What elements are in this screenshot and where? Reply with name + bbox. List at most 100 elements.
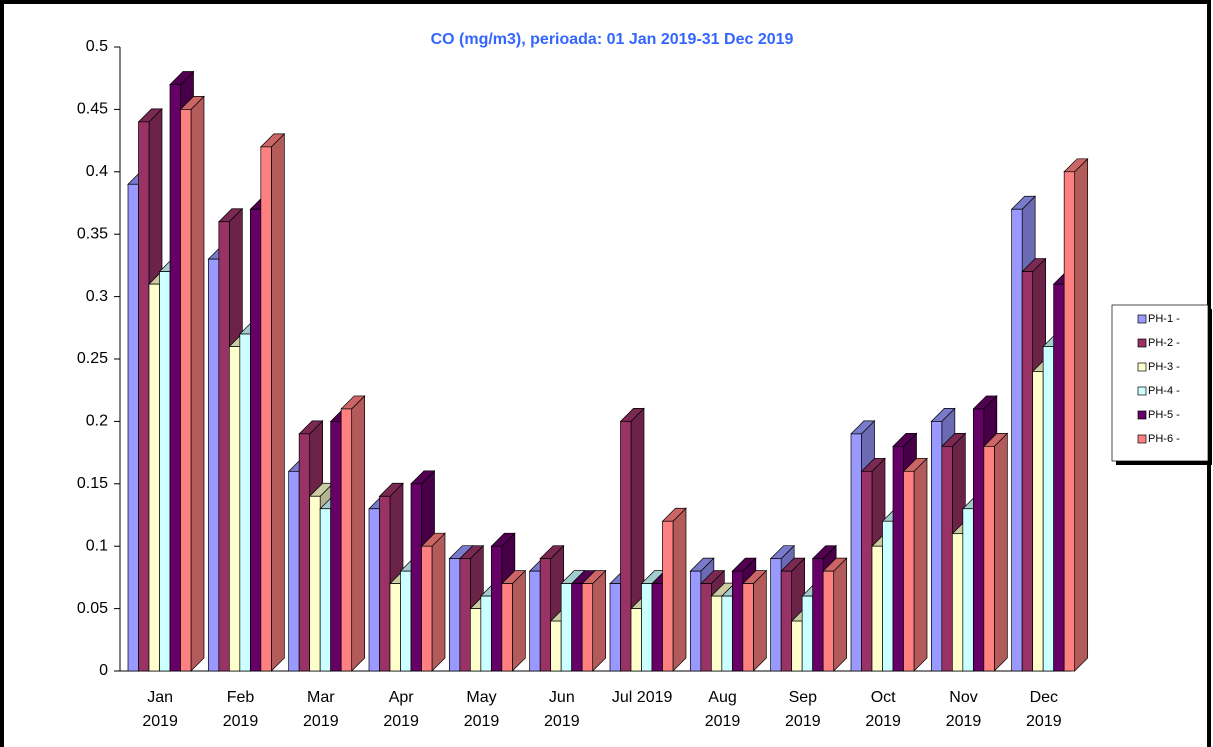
legend-label: PH-5 - [1148, 409, 1180, 421]
bar-side [270, 132, 285, 672]
bar-front [630, 608, 642, 672]
bar-side [511, 569, 526, 672]
x-tick-label: Jan 2019 [142, 689, 178, 730]
bar-front [169, 84, 181, 672]
bar-front [662, 520, 674, 672]
legend-label: PH-3 - [1148, 361, 1180, 373]
bar-side [993, 432, 1008, 672]
x-tick-label: Dec 2019 [1026, 689, 1062, 730]
bar-front [710, 595, 723, 672]
legend-label: PH-2 - [1148, 337, 1180, 349]
bar-front [780, 570, 793, 672]
bar-front [951, 533, 964, 672]
bar-front [368, 508, 380, 672]
y-tick-label: 0.3 [86, 288, 108, 305]
bar-front [490, 545, 503, 672]
bar-front [571, 583, 583, 672]
bar [741, 569, 768, 672]
bar-front [379, 495, 391, 672]
bar [661, 507, 687, 672]
bar-front [330, 421, 342, 672]
bar-front [882, 520, 894, 672]
bar-front [469, 608, 482, 672]
bar-front [871, 545, 883, 672]
bar-side [592, 569, 607, 672]
x-tick-label: Jun 2019 [544, 689, 580, 730]
bar-front [861, 470, 873, 672]
bar-front [581, 583, 594, 672]
bar-front [731, 570, 744, 672]
y-tick-label: 0.2 [86, 413, 108, 430]
bar-front [700, 583, 712, 672]
bar-front [812, 558, 824, 672]
legend-swatch [1137, 362, 1147, 372]
legend-swatch [1137, 314, 1147, 324]
bar-front [138, 121, 150, 672]
bar [179, 95, 205, 672]
bar [1063, 157, 1089, 672]
bar-front [1063, 171, 1076, 672]
bar-front [459, 558, 471, 672]
bar-front [550, 620, 562, 672]
legend-swatch [1137, 434, 1147, 444]
bar-front [288, 470, 300, 672]
bar [500, 569, 527, 672]
y-tick-label: 0.25 [77, 350, 108, 367]
bar-side [1074, 157, 1089, 672]
bar-front [892, 446, 904, 672]
bar-front [207, 258, 220, 672]
bar-front [822, 570, 835, 672]
y-tick-label: 0.1 [86, 537, 108, 554]
bar-side [672, 507, 687, 672]
bar-front [651, 583, 663, 672]
bar-front [791, 620, 803, 672]
bar-front [159, 271, 171, 672]
bar-front [609, 583, 621, 672]
bar-front [721, 595, 733, 672]
bar-front [770, 558, 782, 672]
bar [259, 132, 286, 672]
legend-swatch [1137, 410, 1147, 420]
bar-front [228, 346, 241, 672]
bar-side [913, 457, 928, 672]
bar-front [539, 558, 552, 672]
bar-front [448, 558, 461, 672]
y-tick-label: 0.15 [77, 475, 108, 492]
bar-front [930, 421, 943, 672]
bar-front [983, 446, 995, 672]
chart-title: CO (mg/m3), perioada: 01 Jan 2019-31 Dec… [431, 31, 794, 48]
y-tick-label: 0 [99, 662, 108, 679]
legend-label: PH-6 - [1148, 433, 1180, 445]
x-tick-label: Jul 2019 [612, 689, 673, 706]
bar [581, 569, 607, 672]
bar [822, 557, 848, 672]
bar-front [641, 583, 653, 672]
bar-side [351, 395, 366, 672]
x-tick-label: Mar 2019 [303, 689, 339, 730]
bar-front [972, 408, 985, 672]
x-tick-label: Apr 2019 [383, 689, 419, 730]
bar-front [148, 283, 160, 672]
bar-front [903, 470, 915, 672]
bar-front [1042, 346, 1055, 672]
bar-side [190, 95, 205, 672]
bar-side [752, 569, 767, 672]
bar-side [833, 557, 848, 672]
x-tick-label: Aug 2019 [705, 689, 741, 730]
bar-front [801, 595, 814, 672]
legend [1111, 304, 1209, 462]
bar-front [127, 183, 139, 672]
legend-label: PH-4 - [1148, 385, 1180, 397]
bar [420, 532, 446, 672]
bar-front [1032, 371, 1044, 672]
bar [902, 457, 928, 672]
bar-side [431, 532, 446, 672]
bar-front [742, 583, 754, 672]
legend-swatch [1137, 386, 1147, 396]
bar-front [1021, 271, 1034, 672]
bar-front [340, 408, 353, 672]
y-tick-label: 0.4 [86, 163, 108, 180]
bar-front [298, 433, 311, 672]
y-tick-label: 0.45 [77, 101, 108, 118]
